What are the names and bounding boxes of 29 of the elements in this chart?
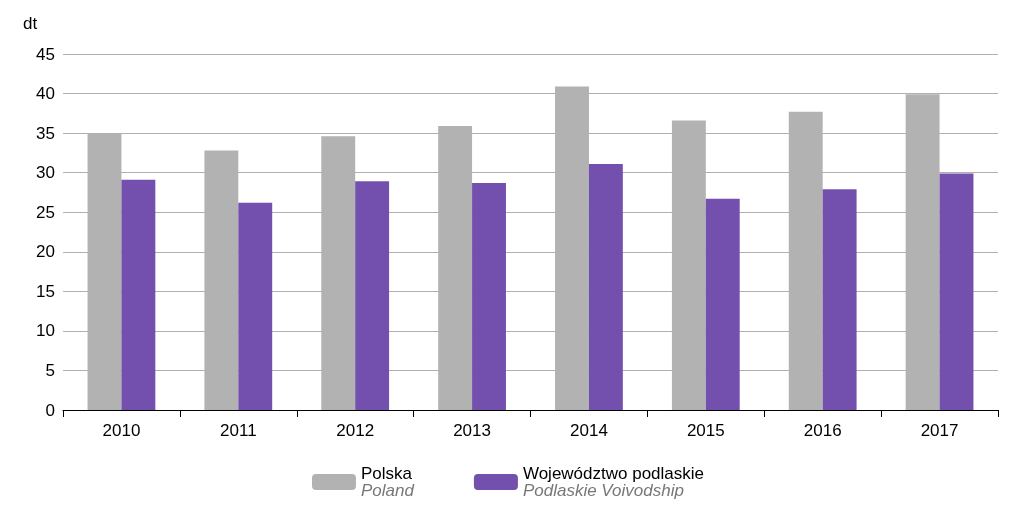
y-tick-label: 15 bbox=[36, 281, 55, 301]
y-tick-label: 20 bbox=[36, 242, 55, 262]
y-tick-label: 35 bbox=[36, 123, 55, 143]
bar bbox=[822, 189, 857, 410]
bar bbox=[588, 163, 623, 410]
x-tick-label: 2011 bbox=[220, 421, 257, 440]
bar bbox=[355, 181, 390, 410]
x-tick-label: 2016 bbox=[803, 421, 842, 440]
y-tick-label: 25 bbox=[36, 202, 55, 222]
x-tick-label: 2013 bbox=[453, 421, 491, 440]
x-tick-label: 2012 bbox=[336, 421, 375, 440]
y-tick-label: 10 bbox=[36, 321, 55, 341]
bar bbox=[472, 182, 506, 410]
bar bbox=[238, 202, 273, 410]
y-tick-label: 5 bbox=[45, 360, 55, 380]
x-tick-label: 2014 bbox=[570, 421, 608, 440]
bar bbox=[121, 179, 156, 410]
y-tick-label: 40 bbox=[36, 84, 55, 104]
bar bbox=[939, 173, 974, 410]
y-tick-label: 0 bbox=[45, 400, 55, 420]
bar bbox=[705, 198, 740, 410]
legend-label: Polska Poland bbox=[360, 464, 415, 500]
y-tick-label: 30 bbox=[36, 163, 55, 183]
x-tick-label: 2017 bbox=[920, 421, 959, 440]
y-axis-title: dt bbox=[23, 14, 38, 33]
x-tick-label: 2015 bbox=[686, 421, 725, 440]
x-tick-label: 2010 bbox=[102, 421, 141, 440]
y-tick-label: 45 bbox=[36, 44, 55, 64]
legend-label: Województwo podlaskie Podlaskie Voivodship bbox=[522, 464, 705, 500]
